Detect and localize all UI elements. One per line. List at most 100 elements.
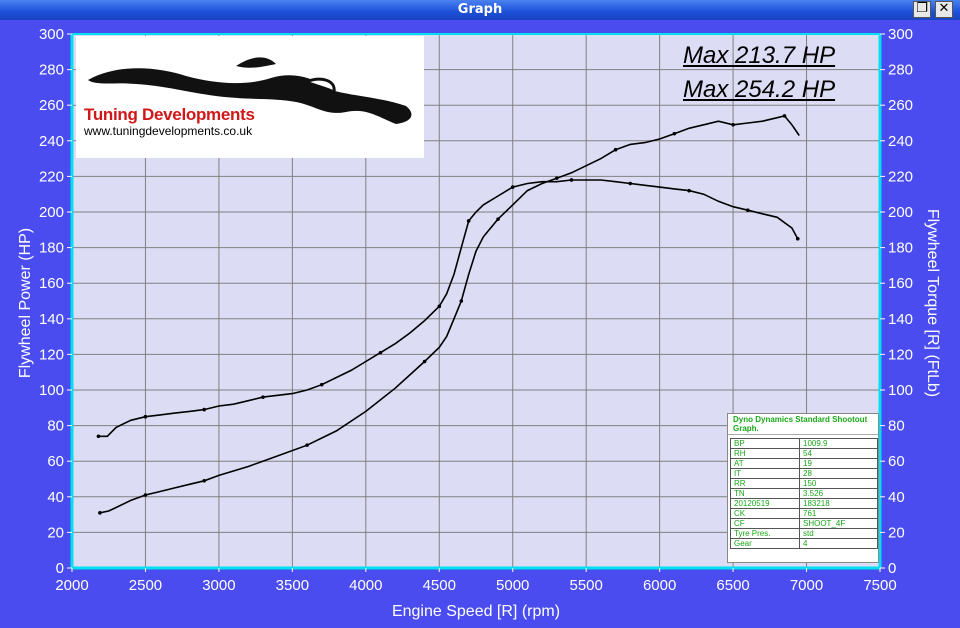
x-axis-label: Engine Speed [R] (rpm) bbox=[392, 603, 560, 620]
info-key: TN bbox=[730, 488, 800, 499]
y-right-tick-label: 180 bbox=[888, 240, 913, 257]
series-point-1 bbox=[305, 443, 309, 447]
y-right-tick-label: 240 bbox=[888, 133, 913, 150]
car-silhouette-icon bbox=[88, 57, 412, 124]
info-row: CF SHOOT_4F bbox=[730, 518, 878, 529]
x-tick-label: 6500 bbox=[716, 577, 749, 594]
y-left-tick-label: 180 bbox=[39, 240, 64, 257]
x-tick-label: 5000 bbox=[496, 577, 529, 594]
x-tick-label: 7000 bbox=[790, 577, 823, 594]
info-key: 20120519 bbox=[730, 498, 800, 509]
y-right-tick-label: 140 bbox=[888, 311, 913, 328]
info-row: TN 3.526 bbox=[730, 488, 878, 499]
info-table: BP 1009.9 RH 54 AT 19 IT 28 RR 150 TN 3.526 20120519… bbox=[730, 438, 878, 549]
y-right-tick-label: 20 bbox=[888, 524, 905, 541]
series-point-1 bbox=[496, 217, 500, 221]
x-tick-label: 7500 bbox=[863, 577, 896, 594]
info-key: CF bbox=[730, 518, 800, 529]
info-key: IT bbox=[730, 468, 800, 479]
series-point-1 bbox=[782, 114, 787, 118]
y-left-tick-label: 60 bbox=[47, 453, 64, 470]
info-value: 183218 bbox=[799, 498, 878, 509]
x-tick-label: 6000 bbox=[643, 577, 676, 594]
y-right-tick-label: 0 bbox=[888, 560, 896, 577]
x-tick-label: 4000 bbox=[349, 577, 382, 594]
series-point-0 bbox=[795, 236, 800, 241]
y-right-tick-label: 260 bbox=[888, 97, 913, 114]
max-power-label: Max 213.7 HP bbox=[683, 42, 836, 69]
y-right-tick-label: 120 bbox=[888, 346, 913, 363]
series-point-1 bbox=[98, 511, 102, 515]
y-left-tick-label: 0 bbox=[56, 560, 64, 577]
series-point-1 bbox=[143, 493, 148, 497]
series-point-0 bbox=[96, 434, 101, 439]
series-line-1 bbox=[99, 115, 800, 514]
close-button[interactable]: ✕ bbox=[935, 1, 953, 18]
series-point-1 bbox=[672, 131, 677, 136]
info-key: RH bbox=[730, 448, 800, 459]
info-row: Gear 4 bbox=[730, 538, 878, 549]
info-value: 150 bbox=[799, 478, 878, 489]
y-left-tick-label: 20 bbox=[47, 524, 64, 541]
info-key: CK bbox=[730, 508, 800, 519]
y-axis-right-label: Flywheel Torque [R] (FtLb) bbox=[924, 209, 941, 397]
info-value: std bbox=[799, 528, 878, 539]
info-row: BP 1009.9 bbox=[730, 438, 878, 449]
info-box-title: Dyno Dynamics Standard Shootout Graph. bbox=[728, 414, 878, 435]
info-key: Gear bbox=[730, 538, 800, 549]
x-tick-label: 2000 bbox=[55, 577, 88, 594]
y-left-tick-label: 240 bbox=[39, 133, 64, 150]
y-right-tick-label: 300 bbox=[888, 26, 913, 43]
window-title: Graph bbox=[457, 2, 503, 17]
y-right-tick-label: 200 bbox=[888, 204, 913, 221]
x-tick-label: 4500 bbox=[423, 577, 456, 594]
series-point-1 bbox=[422, 359, 427, 364]
dyno-info-box: Dyno Dynamics Standard Shootout Graph. B… bbox=[727, 413, 879, 563]
info-value: 54 bbox=[799, 448, 878, 459]
y-left-tick-label: 80 bbox=[47, 418, 64, 435]
info-row: CK 761 bbox=[730, 508, 878, 519]
y-right-tick-label: 280 bbox=[888, 62, 913, 79]
info-value: 19 bbox=[799, 458, 878, 469]
y-right-tick-label: 220 bbox=[888, 168, 913, 185]
y-right-tick-label: 100 bbox=[888, 382, 913, 399]
info-key: BP bbox=[730, 438, 800, 449]
y-left-tick-label: 140 bbox=[39, 311, 64, 328]
info-row: Tyre Pres. std bbox=[730, 528, 878, 539]
restore-button[interactable]: ❐ bbox=[913, 1, 931, 18]
x-tick-label: 5500 bbox=[569, 577, 602, 594]
info-row: 20120519 183218 bbox=[730, 498, 878, 509]
series-point-0 bbox=[569, 178, 574, 182]
y-left-tick-label: 220 bbox=[39, 168, 64, 185]
series-point-0 bbox=[466, 219, 471, 223]
info-value: 4 bbox=[799, 538, 878, 549]
info-value: 28 bbox=[799, 468, 878, 479]
series-line-0 bbox=[98, 179, 799, 438]
info-value: 761 bbox=[799, 508, 878, 519]
y-left-tick-label: 200 bbox=[39, 204, 64, 221]
series-point-1 bbox=[731, 122, 735, 127]
max-torque-label: Max 254.2 HP bbox=[683, 76, 836, 103]
info-row: AT 19 bbox=[730, 458, 878, 469]
series-point-0 bbox=[143, 414, 148, 419]
series-point-0 bbox=[510, 185, 515, 189]
info-row: IT 28 bbox=[730, 468, 878, 479]
info-key: AT bbox=[730, 458, 800, 469]
y-left-tick-label: 300 bbox=[39, 26, 64, 43]
series-point-1 bbox=[613, 147, 618, 152]
series-point-1 bbox=[459, 299, 464, 303]
y-axis-left-label: Flywheel Power (HP) bbox=[17, 228, 34, 378]
y-left-tick-label: 40 bbox=[47, 489, 64, 506]
y-right-tick-label: 60 bbox=[888, 453, 905, 470]
info-key: RR bbox=[730, 478, 800, 489]
series-point-0 bbox=[745, 208, 750, 213]
y-right-tick-label: 40 bbox=[888, 489, 905, 506]
y-right-tick-label: 160 bbox=[888, 275, 913, 292]
y-left-tick-label: 100 bbox=[39, 382, 64, 399]
series-point-0 bbox=[628, 181, 633, 186]
y-left-tick-label: 160 bbox=[39, 275, 64, 292]
y-left-tick-label: 260 bbox=[39, 97, 64, 114]
info-value: 3.526 bbox=[799, 488, 878, 499]
series-point-0 bbox=[437, 304, 442, 309]
window-titlebar: Graph ❐ ✕ bbox=[0, 0, 960, 20]
